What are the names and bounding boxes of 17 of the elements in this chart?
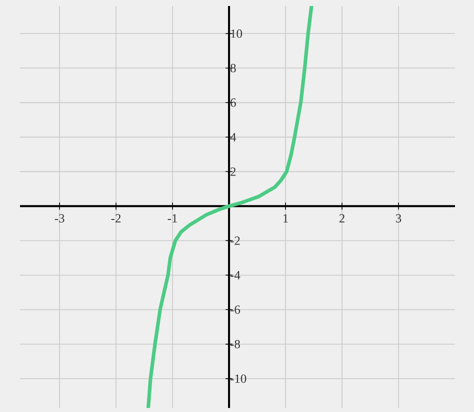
- line-series: [146, 6, 314, 408]
- y-tick-label: 10: [231, 29, 242, 38]
- x-tick-label: 1: [284, 214, 288, 222]
- x-tick-label: -3: [54, 214, 64, 223]
- y-tick-label: -6: [230, 305, 240, 314]
- y-tick-label: -8: [230, 340, 240, 348]
- y-tick-label: 4: [230, 133, 236, 142]
- y-tick-label: 2: [230, 168, 236, 176]
- y-tick-label: -10: [230, 374, 246, 383]
- x-tick-label: 2: [339, 214, 344, 222]
- x-tick-label: -2: [111, 214, 121, 222]
- x-tick-label: -1: [168, 214, 177, 222]
- y-tick-label: 6: [230, 98, 236, 107]
- y-tick-label: -4: [230, 271, 240, 280]
- y-tick-label: 8: [230, 64, 236, 72]
- y-tick-label: -2: [230, 236, 240, 245]
- x-tick-label: 3: [396, 214, 402, 223]
